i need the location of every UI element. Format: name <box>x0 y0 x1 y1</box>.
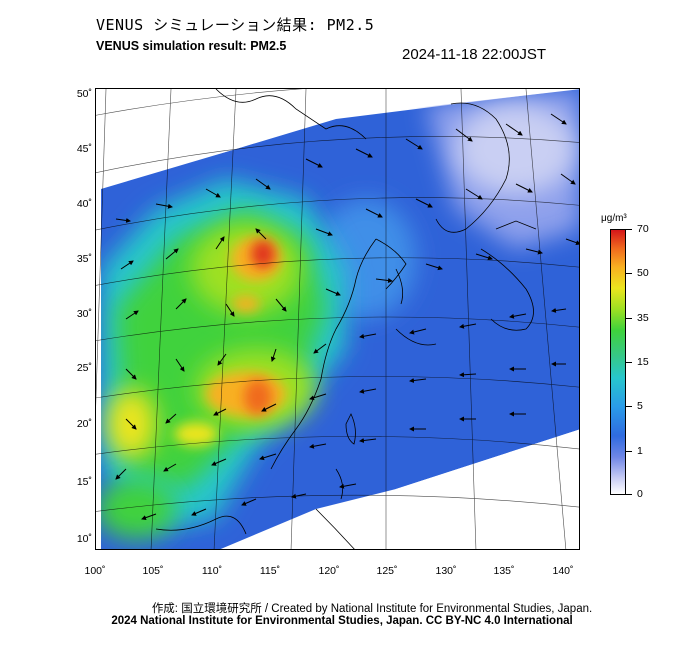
colorbar-label-50: 50 <box>637 267 649 279</box>
colorbar-unit: μg/m³ <box>601 213 627 224</box>
wind-vectors <box>115 113 579 521</box>
colorbar-label-15: 15 <box>637 356 649 368</box>
colorbar-tick <box>626 229 632 230</box>
lon-label-125: 125˚ <box>376 565 398 577</box>
lon-label-130: 130˚ <box>435 565 457 577</box>
colorbar-tick <box>626 273 632 274</box>
graticule <box>96 89 579 549</box>
colorbar-tick <box>626 494 632 495</box>
lat-label-10: 10˚ <box>76 533 92 545</box>
colorbar-tick <box>626 406 632 407</box>
colorbar-label-35: 35 <box>637 312 649 324</box>
colorbar-label-0: 0 <box>637 488 643 500</box>
colorbar-tick <box>626 451 632 452</box>
map-frame <box>95 88 580 550</box>
lon-label-120: 120˚ <box>318 565 340 577</box>
colorbar-tick <box>626 362 632 363</box>
lat-label-20: 20˚ <box>76 418 92 430</box>
colorbar-tick <box>626 318 632 319</box>
title-jp: VENUS シミュレーション結果: PM2.5 <box>96 16 375 34</box>
timestamp: 2024-11-18 22:00JST <box>402 46 546 63</box>
lat-label-45: 45˚ <box>76 143 92 155</box>
lat-label-35: 35˚ <box>76 253 92 265</box>
lat-label-25: 25˚ <box>76 362 92 374</box>
lat-label-40: 40˚ <box>76 198 92 210</box>
pm25-map <box>96 89 579 549</box>
lat-label-50: 50˚ <box>76 88 92 100</box>
copyright-line: 2024 National Institute for Environmenta… <box>111 615 573 627</box>
colorbar <box>610 229 626 495</box>
colorbar-label-5: 5 <box>637 400 643 412</box>
lat-label-15: 15˚ <box>76 476 92 488</box>
colorbar-label-70: 70 <box>637 223 649 235</box>
colorbar-label-1: 1 <box>637 445 643 457</box>
lon-label-110: 110˚ <box>201 565 223 577</box>
lon-label-135: 135˚ <box>493 565 515 577</box>
lon-label-115: 115˚ <box>259 565 281 577</box>
lon-label-105: 105˚ <box>142 565 164 577</box>
lat-label-30: 30˚ <box>76 308 92 320</box>
lon-label-100: 100˚ <box>84 565 106 577</box>
credit-line: 作成: 国立環境研究所 / Created by National Instit… <box>151 603 593 615</box>
concentration-field <box>96 89 579 549</box>
lon-label-140: 140˚ <box>552 565 574 577</box>
title-en: VENUS simulation result: PM2.5 <box>96 39 287 53</box>
